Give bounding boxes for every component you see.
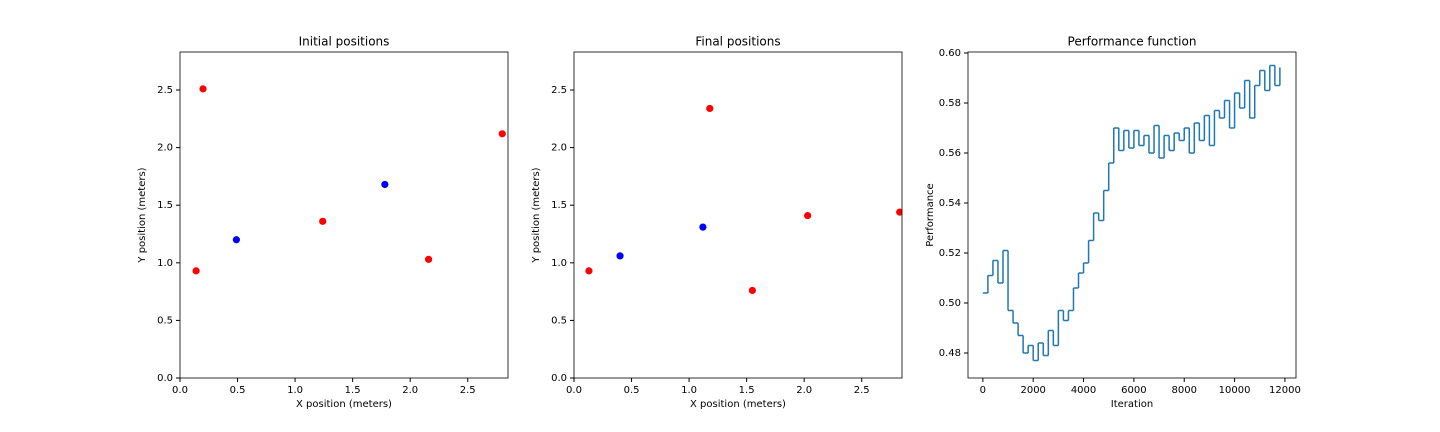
x-tick-label: 1.5 [739,385,755,396]
subplot-title: Performance function [1068,35,1197,49]
axes-frame [967,51,1297,379]
point [706,104,714,113]
x-tick-label: 0.5 [624,385,640,396]
y-tick-label: 2.0 [551,143,567,154]
x-axis-label: X position (meters) [690,399,786,410]
x-axis-label: Iteration [1111,399,1153,410]
y-tick-label: 0.52 [939,248,961,259]
point [585,267,593,275]
point [616,252,624,260]
y-tick-label: 0.56 [939,148,961,159]
axes-frame [573,51,903,379]
x-tick-label: 2.5 [460,385,476,396]
point [381,180,389,189]
point [896,208,902,216]
x-tick-label: 1.0 [681,385,697,396]
axes-frame [179,51,509,379]
point [192,267,200,275]
subplot-title: Final positions [695,35,780,49]
subplot: Initial positions X position (meters) Y po… [137,35,509,410]
x-tick-label: 0 [980,385,986,396]
x-tick-label: 0.5 [230,385,246,396]
y-axis-label: Y position (meters) [137,167,148,263]
x-tick-label: 6000 [1121,385,1146,396]
point [232,236,240,244]
line-vertex [1279,67,1281,69]
x-tick-label: 1.5 [345,385,361,396]
plot-area [585,104,902,295]
x-tick-label: 0.0 [172,385,188,396]
x-tick-label: 2.0 [796,385,812,396]
y-tick-label: 0.48 [939,348,961,359]
y-axis-label: Performance [925,183,936,246]
point [804,211,812,220]
y-tick-label: 0.54 [939,198,961,209]
subplot: Final positions X position (meters) Y posi… [531,35,903,410]
x-tick-label: 0.0 [566,385,582,396]
y-tick-label: 0.50 [939,298,961,309]
y-tick-label: 2.5 [551,85,567,96]
x-axis-label: X position (meters) [296,399,392,410]
point [199,85,207,93]
x-tick-label: 2000 [1020,385,1045,396]
x-tick-label: 10000 [1219,385,1251,396]
y-tick-label: 0.5 [157,315,173,326]
subplot: Performance function Iteration Performance… [925,35,1301,411]
y-tick-label: 1.0 [551,258,567,269]
plot-area [982,64,1281,362]
point [699,223,707,231]
y-tick-label: 0.60 [939,48,961,59]
y-tick-label: 0.58 [939,98,961,109]
y-tick-label: 1.0 [157,258,173,269]
y-tick-label: 2.5 [157,85,173,96]
y-tick-label: 2.0 [157,143,173,154]
plot-area [192,85,506,275]
point [748,286,756,295]
y-axis-label: Y position (meters) [531,167,542,263]
point [498,130,506,138]
y-tick-label: 0.0 [157,373,173,384]
y-tick-label: 1.5 [551,200,567,211]
y-tick-label: 0.0 [551,373,567,384]
x-tick-label: 12000 [1269,385,1301,396]
subplot-title: Initial positions [299,35,390,49]
x-tick-label: 8000 [1172,385,1197,396]
y-tick-label: 0.5 [551,315,567,326]
x-tick-label: 2.5 [854,385,870,396]
x-tick-label: 2.0 [402,385,418,396]
x-tick-label: 1.0 [287,385,303,396]
x-tick-label: 4000 [1071,385,1096,396]
point [319,217,327,225]
y-tick-label: 1.5 [157,200,173,211]
point [424,255,433,263]
